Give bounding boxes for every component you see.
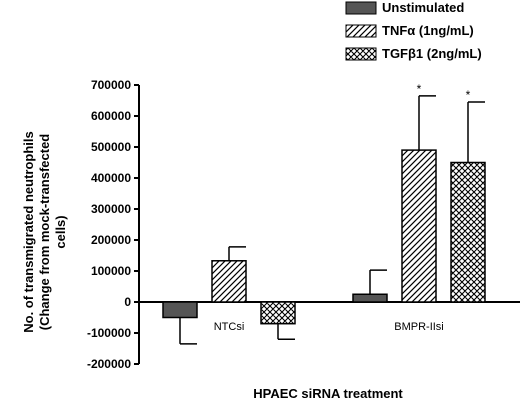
- bar-bmpr-iisi-series-2: [450, 161, 486, 303]
- y-tick-label: 0: [124, 295, 131, 309]
- y-tick-label: 300000: [91, 202, 131, 216]
- bar-ntcsi-series-1: [211, 260, 247, 303]
- legend-item-unstimulated: Unstimulated: [345, 0, 464, 15]
- bar-ntcsi-series-0: [162, 301, 198, 319]
- significance-marker: *: [466, 88, 471, 102]
- legend-label-tnf: TNFα (1ng/mL): [382, 23, 474, 38]
- legend-swatch-tgf: [345, 47, 377, 61]
- legend-item-tgf: TGFβ1 (2ng/mL): [345, 46, 482, 61]
- y-tick-label: 100000: [91, 264, 131, 278]
- y-tick-label: 600000: [91, 109, 131, 123]
- plot-area: 700000 600000 500000 400000 300000 200000 1000…: [87, 78, 520, 371]
- y-tick-label: 700000: [91, 78, 131, 92]
- bar-bmpr-iisi-series-1: [401, 149, 437, 303]
- bar-bmpr-iisi-series-0: [352, 293, 388, 303]
- y-axis-title-line-1: No. of transmigrated neutrophils: [21, 131, 36, 333]
- y-tick-label: -200000: [87, 357, 131, 371]
- y-tick-label: 400000: [91, 171, 131, 185]
- y-axis-title-line-3: cells): [53, 215, 68, 248]
- significance-marker: *: [417, 82, 422, 96]
- legend-label-unstimulated: Unstimulated: [382, 0, 464, 15]
- x-category-label: BMPR-IIsi: [394, 321, 444, 333]
- x-category-label: NTCsi: [214, 321, 245, 333]
- legend-label-tgf: TGFβ1 (2ng/mL): [382, 46, 482, 61]
- x-axis-title: HPAEC siRNA treatment: [253, 386, 403, 401]
- legend-swatch-tnf: [345, 24, 377, 38]
- legend-swatch-unstimulated: [345, 1, 377, 15]
- legend-item-tnf: TNFα (1ng/mL): [345, 23, 474, 38]
- legend: Unstimulated TNFα (1ng/mL) TGFβ1 (2ng/mL…: [345, 0, 482, 61]
- y-axis-title: No. of transmigrated neutrophils (Change…: [21, 131, 68, 333]
- bar-ntcsi-series-2: [260, 301, 296, 325]
- y-tick-label: 200000: [91, 233, 131, 247]
- y-tick-label: -100000: [87, 326, 131, 340]
- y-axis-title-line-2: (Change from mock-transfected: [37, 134, 52, 331]
- y-tick-label: 500000: [91, 140, 131, 154]
